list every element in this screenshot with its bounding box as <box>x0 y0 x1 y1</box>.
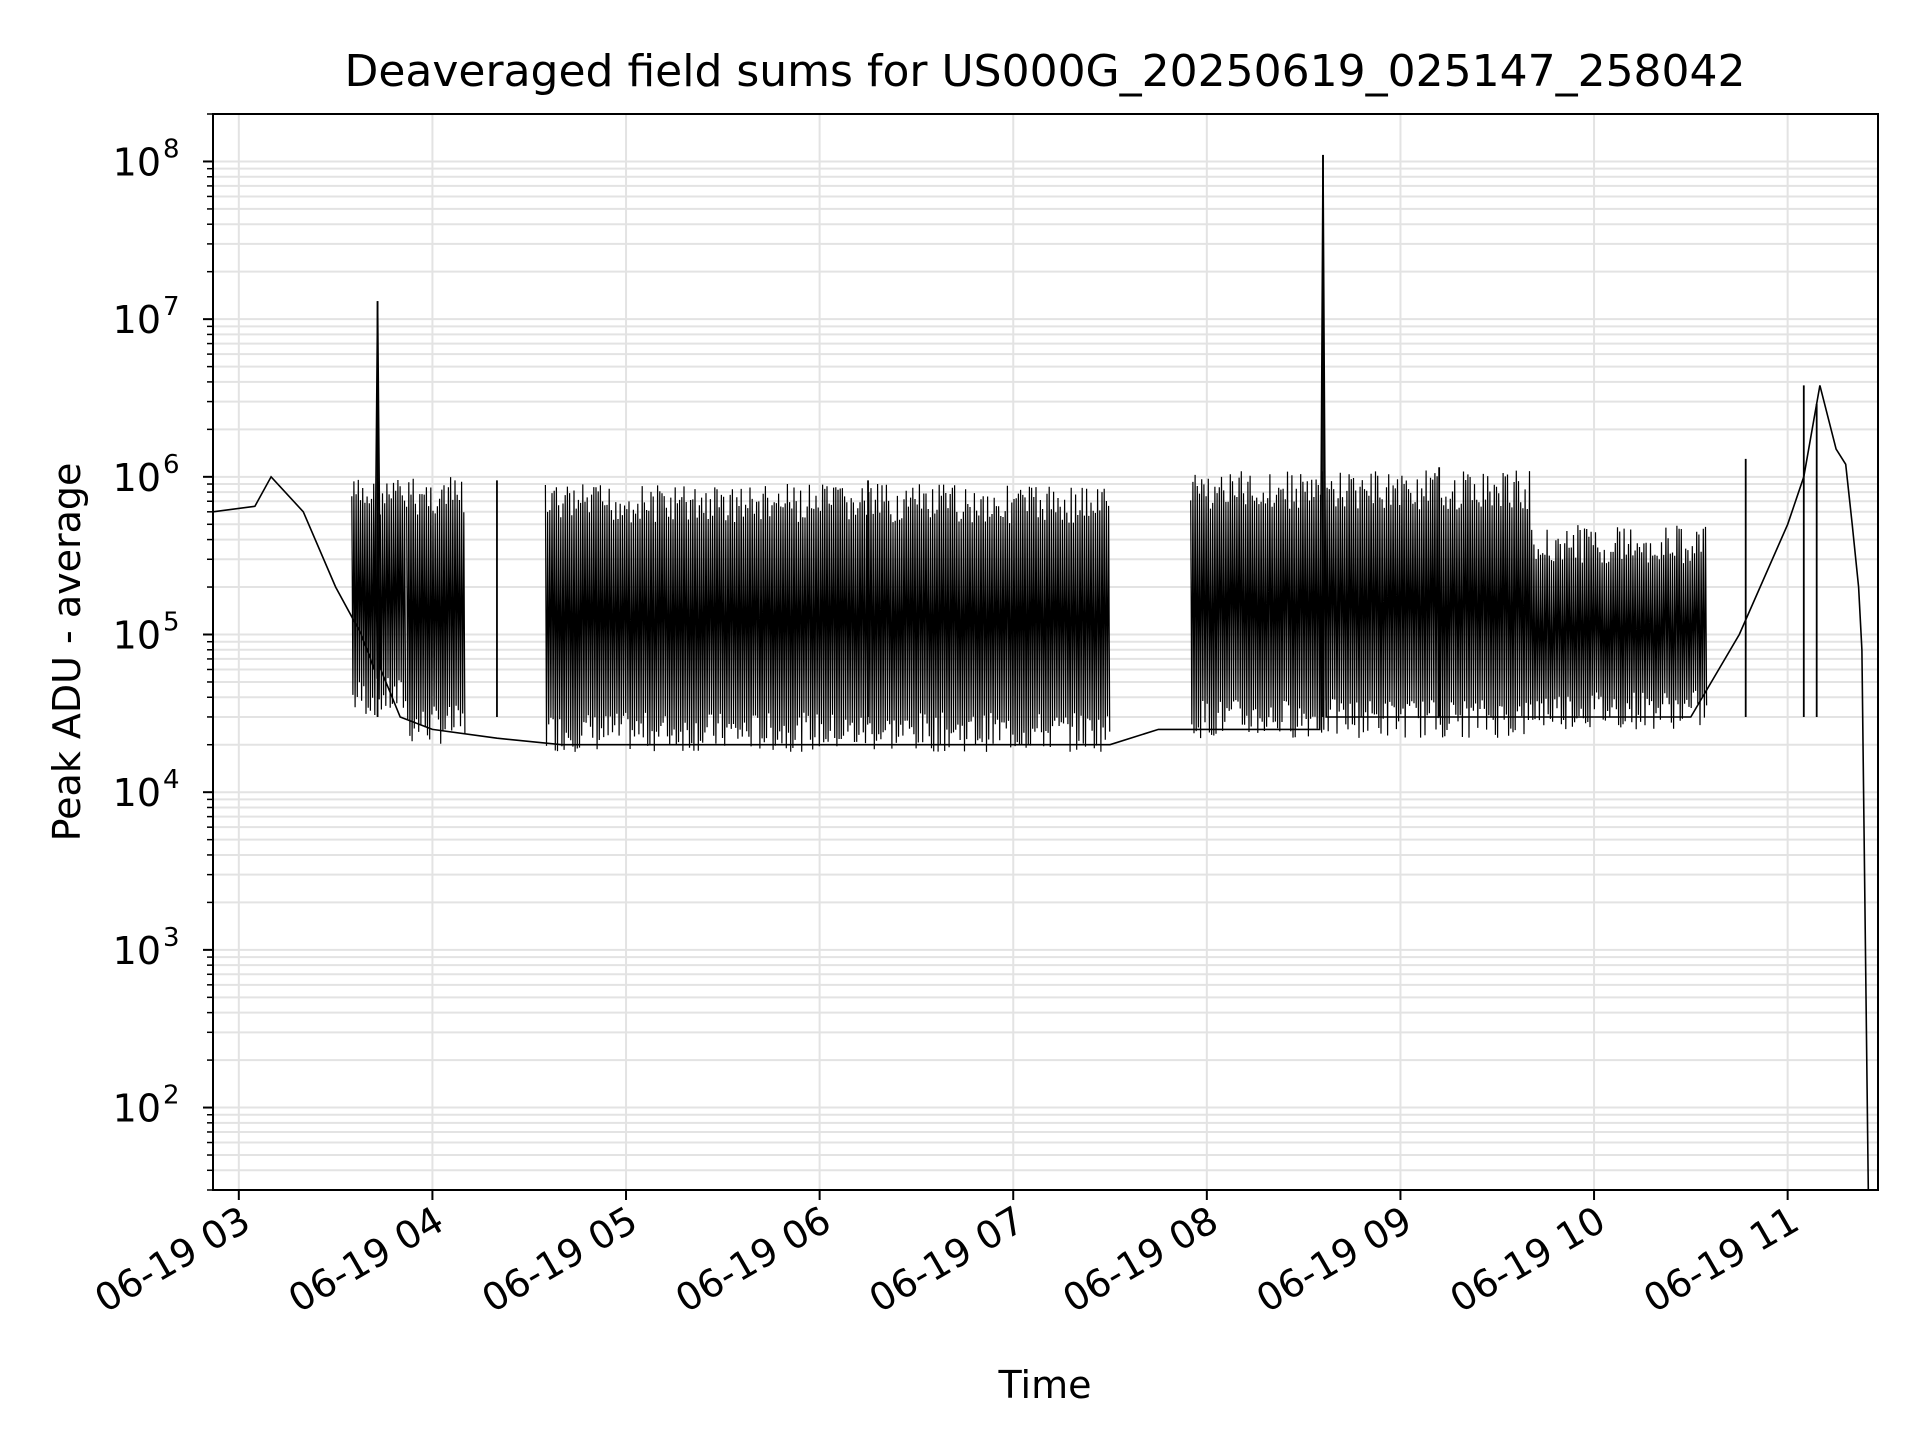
x-tick-label: 06-19 03 <box>87 1198 257 1322</box>
y-tick-label: 10 <box>113 929 161 973</box>
series-band <box>544 483 1111 752</box>
y-tick-label: 10 <box>113 614 161 658</box>
series-band <box>406 477 466 744</box>
y-tick-label: 10 <box>113 1087 161 1131</box>
y-tick-exponent: 2 <box>163 1081 180 1111</box>
x-tick-label: 06-19 04 <box>281 1198 451 1322</box>
y-tick-label: 10 <box>113 456 161 500</box>
y-tick-exponent: 7 <box>163 292 180 322</box>
x-tick-label: 06-19 07 <box>862 1198 1032 1322</box>
series-band <box>1528 525 1708 730</box>
y-tick-exponent: 3 <box>163 923 180 953</box>
y-tick-label: 10 <box>113 140 161 184</box>
x-tick-label: 06-19 05 <box>475 1198 645 1322</box>
y-tick-exponent: 4 <box>163 765 180 795</box>
x-axis-label: Time <box>998 1363 1092 1407</box>
data-layer <box>212 154 1870 1191</box>
y-tick-label: 10 <box>113 298 161 342</box>
x-tick-label: 06-19 08 <box>1055 1198 1225 1322</box>
grid-layer <box>213 113 1878 1191</box>
chart-title: Deaveraged field sums for US000G_2025061… <box>344 46 1745 97</box>
y-axis-label: Peak ADU - average <box>45 463 89 842</box>
y-tick-label: 10 <box>113 771 161 815</box>
x-tick-label: 06-19 11 <box>1636 1198 1806 1322</box>
y-tick-exponent: 8 <box>163 134 180 164</box>
series-band <box>351 479 407 716</box>
x-tick-label: 06-19 06 <box>668 1198 838 1322</box>
y-tick-exponent: 5 <box>163 608 180 638</box>
series-line <box>212 154 1870 1191</box>
x-tick-label: 06-19 10 <box>1443 1198 1613 1322</box>
plot-frame <box>212 113 1879 1191</box>
series-band <box>1190 470 1532 739</box>
y-tick-exponent: 6 <box>163 450 180 480</box>
x-tick-label: 06-19 09 <box>1249 1198 1419 1322</box>
